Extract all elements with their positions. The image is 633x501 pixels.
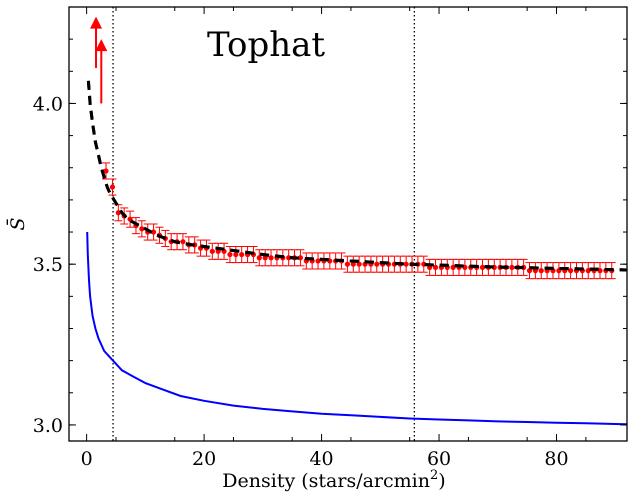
x-axis-label-superscript: 2	[430, 468, 438, 483]
data-point	[356, 261, 362, 267]
x-tick-label: 20	[192, 448, 216, 470]
upper-limit-arrow-head-1	[90, 16, 103, 29]
data-point	[268, 255, 274, 261]
data-point	[180, 239, 186, 245]
data-point	[374, 261, 380, 267]
data-point	[568, 268, 574, 274]
x-tick-label: 40	[309, 448, 333, 470]
plot-area	[86, 7, 627, 441]
data-point	[479, 264, 486, 270]
data-point	[538, 268, 544, 274]
data-point	[297, 255, 304, 261]
data-point	[233, 251, 239, 258]
data-point	[239, 251, 245, 258]
y-tick-label: 3.0	[33, 415, 63, 437]
data-point	[585, 268, 591, 274]
data-point	[509, 264, 515, 270]
data-point	[109, 184, 116, 190]
data-point	[344, 261, 351, 267]
data-point	[227, 251, 233, 258]
data-point	[403, 261, 409, 267]
data-point	[150, 229, 157, 235]
data-point	[315, 258, 321, 264]
y-tick-label: 4.0	[33, 93, 63, 115]
ticks: 0 20 40 60 80 3.0 3.5 4.0	[33, 7, 627, 470]
upper-limit-arrow-head-2	[95, 39, 108, 52]
data-point	[450, 264, 456, 270]
data-point	[139, 226, 145, 232]
series-model-line	[86, 231, 627, 426]
data-point	[209, 248, 215, 254]
y-axis-label: S̄	[6, 217, 29, 230]
x-tick-label: 0	[81, 448, 93, 470]
plot-clipped	[86, 7, 627, 441]
x-tick-label: 80	[544, 448, 568, 470]
data-point	[262, 255, 268, 261]
x-tick-label: 60	[427, 448, 451, 470]
data-point	[597, 268, 603, 274]
series-fit-line-overlay	[86, 80, 627, 272]
y-tick-label: 3.5	[33, 254, 63, 276]
data-point	[256, 255, 262, 261]
data-point	[432, 264, 439, 270]
data-point	[103, 168, 109, 174]
chart-title: Tophat	[207, 25, 325, 65]
x-axis-label: Density (stars/arcmin2)	[222, 468, 445, 492]
data-point	[350, 261, 356, 267]
axes-frame	[68, 6, 628, 442]
data-point	[526, 268, 533, 274]
